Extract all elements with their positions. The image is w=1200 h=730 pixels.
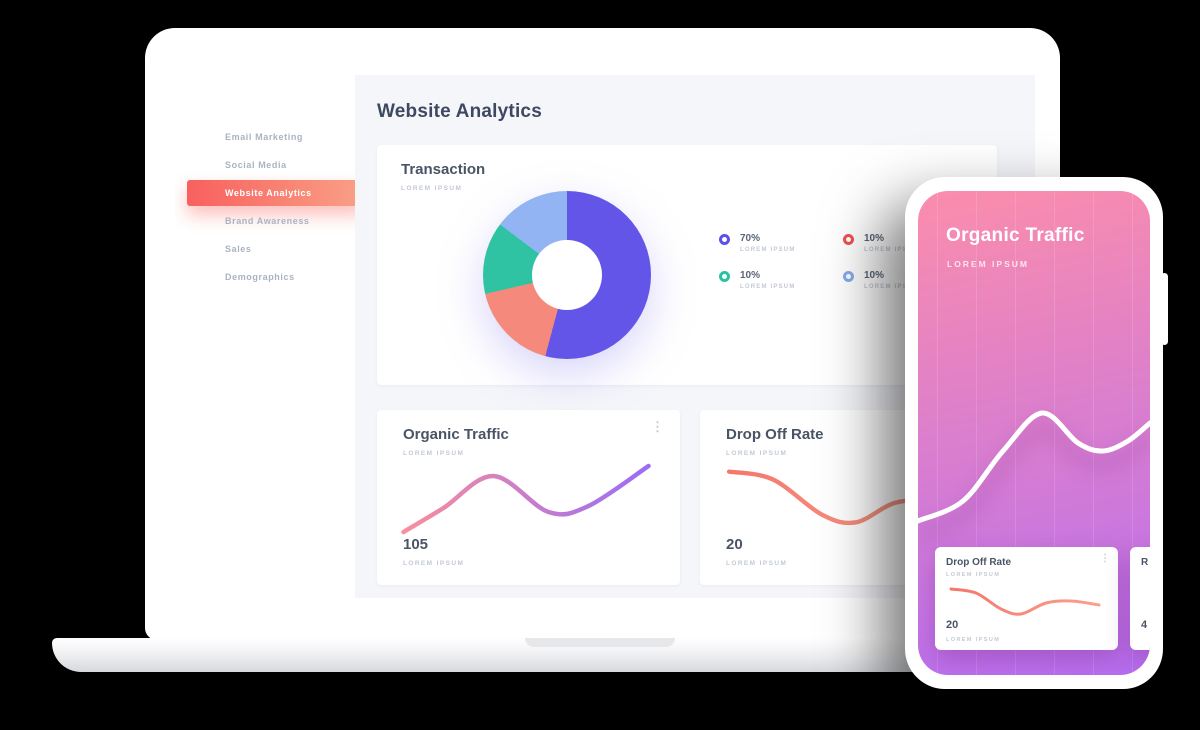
legend-label: LOREM IPSUM bbox=[740, 284, 796, 290]
sidebar-item-brand-awareness[interactable]: Brand Awareness bbox=[175, 207, 355, 235]
dropoff-card-title: Drop Off Rate bbox=[726, 426, 824, 443]
phone-card-value: 4 bbox=[1141, 619, 1148, 631]
legend-ring-icon bbox=[719, 271, 730, 282]
sidebar: Email Marketing Social Media Website Ana… bbox=[175, 75, 365, 598]
sidebar-item-social-media[interactable]: Social Media bbox=[175, 151, 355, 179]
phone-card-title: Drop Off Rate bbox=[946, 557, 1011, 568]
sidebar-item-label: Brand Awareness bbox=[225, 216, 310, 226]
laptop-hinge-notch bbox=[525, 638, 675, 647]
phone-page-subtitle: LOREM IPSUM bbox=[947, 259, 1029, 269]
legend-item: 70% LOREM IPSUM bbox=[719, 233, 843, 253]
legend-label: LOREM IPSUM bbox=[740, 247, 796, 253]
organic-traffic-chart bbox=[401, 463, 651, 535]
legend-ring-icon bbox=[843, 234, 854, 245]
dropoff-metric-value: 20 bbox=[726, 536, 743, 553]
transaction-card-subtitle: LOREM IPSUM bbox=[401, 185, 463, 192]
phone-drop-off-mini-chart bbox=[949, 587, 1101, 616]
laptop-screen: Email Marketing Social Media Website Ana… bbox=[175, 75, 1035, 598]
legend-ring-icon bbox=[719, 234, 730, 245]
sidebar-item-demographics[interactable]: Demographics bbox=[175, 263, 355, 291]
organic-card-title: Organic Traffic bbox=[403, 426, 509, 443]
legend-value: 10% bbox=[864, 233, 885, 244]
sidebar-item-label: Demographics bbox=[225, 272, 295, 282]
organic-card-subtitle: LOREM IPSUM bbox=[403, 450, 465, 457]
phone-organic-traffic-wave-chart bbox=[918, 410, 1150, 524]
dropoff-card-subtitle: LOREM IPSUM bbox=[726, 450, 788, 457]
organic-metric-label: LOREM IPSUM bbox=[403, 560, 465, 567]
legend-ring-icon bbox=[843, 271, 854, 282]
kebab-menu-icon[interactable]: ⋮ bbox=[651, 419, 664, 434]
sidebar-item-label: Website Analytics bbox=[225, 188, 312, 198]
legend-value: 70% bbox=[740, 233, 761, 244]
dropoff-metric-label: LOREM IPSUM bbox=[726, 560, 788, 567]
page-title: Website Analytics bbox=[377, 101, 542, 122]
phone-card-value: 20 bbox=[946, 619, 959, 631]
legend-item: 10% LOREM IPSUM bbox=[843, 270, 983, 290]
legend-label: LOREM IPSUM bbox=[864, 284, 920, 290]
sidebar-item-label: Social Media bbox=[225, 160, 287, 170]
transaction-card: Transaction LOREM IPSUM 70% LOREM IPSUM bbox=[377, 145, 997, 385]
kebab-menu-icon[interactable]: ⋮ bbox=[1100, 553, 1110, 564]
organic-traffic-card: Organic Traffic LOREM IPSUM ⋮ 105 LOREM … bbox=[377, 410, 680, 585]
sidebar-item-website-analytics[interactable]: Website Analytics bbox=[187, 180, 365, 206]
transaction-card-title: Transaction bbox=[401, 161, 486, 178]
phone-screen: Organic Traffic LOREM IPSUM Drop Off Rat… bbox=[918, 191, 1150, 675]
legend-label: LOREM IPSUM bbox=[864, 247, 920, 253]
phone-card-title: R bbox=[1141, 557, 1149, 568]
phone-frame: Organic Traffic LOREM IPSUM Drop Off Rat… bbox=[905, 177, 1168, 689]
phone-drop-off-card: Drop Off Rate LOREM IPSUM ⋮ 20 LOREM IPS… bbox=[935, 547, 1118, 650]
legend-value: 10% bbox=[740, 270, 761, 281]
transaction-legend: 70% LOREM IPSUM 10% LOREM IPSUM bbox=[719, 233, 983, 290]
phone-card-value-label: LOREM IPSUM bbox=[946, 637, 1001, 643]
phone-partial-card: R 4 bbox=[1130, 547, 1150, 650]
legend-item: 10% LOREM IPSUM bbox=[719, 270, 843, 290]
sidebar-item-label: Sales bbox=[225, 244, 252, 254]
donut-hole bbox=[532, 240, 602, 310]
phone-card-subtitle: LOREM IPSUM bbox=[946, 572, 1001, 578]
sidebar-item-sales[interactable]: Sales bbox=[175, 235, 355, 263]
transaction-donut-chart bbox=[483, 191, 651, 359]
phone-side-button bbox=[1161, 273, 1168, 345]
main-content: Website Analytics Transaction LOREM IPSU… bbox=[355, 75, 1035, 598]
sidebar-item-email-marketing[interactable]: Email Marketing bbox=[175, 123, 355, 151]
sidebar-menu: Email Marketing Social Media Website Ana… bbox=[175, 123, 365, 291]
legend-value: 10% bbox=[864, 270, 885, 281]
legend-item: 10% LOREM IPSUM bbox=[843, 233, 983, 253]
sidebar-item-label: Email Marketing bbox=[225, 132, 304, 142]
phone-page-title: Organic Traffic bbox=[946, 225, 1085, 246]
organic-metric-value: 105 bbox=[403, 536, 429, 553]
